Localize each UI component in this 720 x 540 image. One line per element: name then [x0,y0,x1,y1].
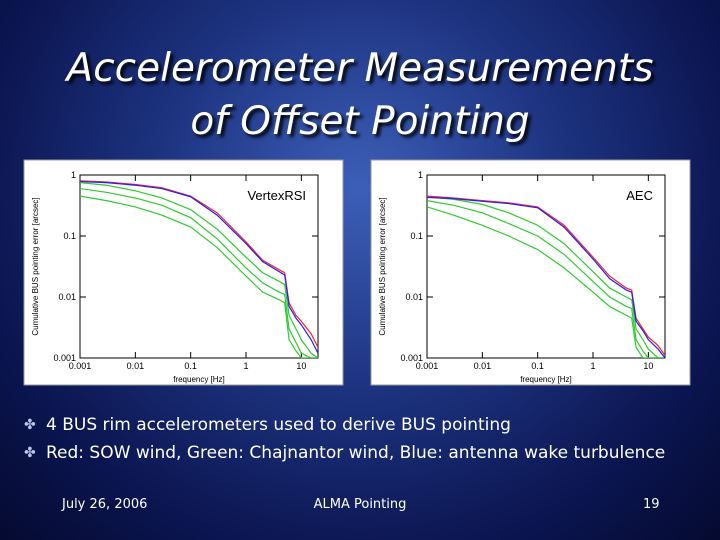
series-line [80,180,318,348]
chart-annotation: VertexRSI [247,188,306,203]
bullet: Red: SOW wind, Green: Chajnantor wind, B… [24,443,665,463]
chart-panel: 0.001 0.01 0.1 1 10 0.001 0.01 0.1 1 frequency [H… [23,159,344,386]
series-line [80,195,318,358]
series-line [427,200,665,358]
x-tick-label: 0.001 [416,361,439,371]
chart-annotation: AEC [626,188,653,203]
x-tick-label: 10 [296,361,306,371]
y-tick-label: 0.01 [405,292,423,302]
y-axis-label: Cumulative BUS pointing error [arcsec] [378,197,387,335]
chart-panel: 0.001 0.01 0.1 1 10 0.001 0.01 0.1 1 frequency [H… [370,159,691,386]
series-line [427,196,665,358]
y-tick-label: 1 [418,170,423,180]
footer-title: ALMA Pointing [313,497,407,512]
y-tick-label: 0.1 [63,231,76,241]
x-axis-label: frequency [Hz] [173,375,225,384]
x-tick-label: 0.01 [474,361,492,371]
plot-frame [426,174,666,359]
page-number: 19 [643,497,660,512]
x-tick-label: 1 [243,361,248,371]
x-tick-label: 0.01 [127,361,145,371]
slide-title: of Offset Pointing [190,99,530,144]
series-line [427,196,665,358]
x-tick-label: 1 [590,361,595,371]
slide-title: Accelerometer Measurements [66,46,654,91]
footer-date: July 26, 2006 [62,497,148,512]
y-tick-label: 1 [71,170,76,180]
series-line [80,180,318,354]
y-axis-label: Cumulative BUS pointing error [arcsec] [31,197,40,335]
y-tick-label: 0.001 [53,353,76,363]
x-tick-label: 0.1 [531,361,544,371]
x-tick-label: 0.001 [69,361,92,371]
bullet: 4 BUS rim accelerometers used to derive … [24,415,511,435]
y-tick-label: 0.1 [410,231,423,241]
plot-frame [79,174,319,359]
panel-background [23,159,344,386]
series-line [427,206,665,358]
series-line [80,187,318,358]
x-tick-label: 0.1 [184,361,197,371]
series-line [427,195,665,356]
y-tick-label: 0.01 [58,292,76,302]
series-line [80,182,318,358]
y-tick-label: 0.001 [400,353,423,363]
x-tick-label: 10 [643,361,653,371]
x-axis-label: frequency [Hz] [520,375,572,384]
